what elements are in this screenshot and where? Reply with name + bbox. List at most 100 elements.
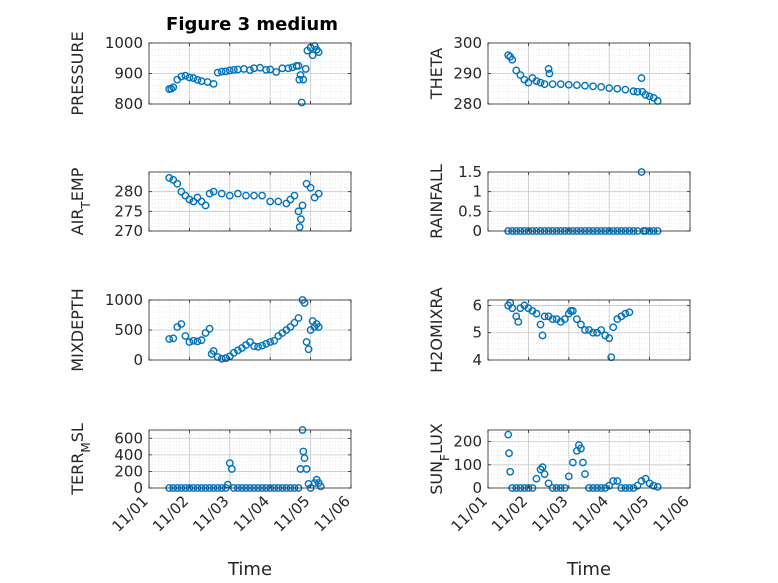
data-point [300, 454, 309, 463]
data-point [633, 87, 642, 96]
subplot-4: 0 0.51 1.5 RAINFALL [427, 163, 691, 240]
data-point [167, 84, 176, 93]
data-point [577, 444, 585, 453]
data-point [516, 71, 525, 79]
data-point [205, 324, 214, 333]
data-point [165, 173, 174, 182]
data-point [209, 347, 218, 355]
y-tick-label: 200 [453, 433, 482, 451]
data-point [185, 73, 194, 82]
data-point [613, 84, 622, 93]
data-point [589, 328, 597, 337]
axes-frame [487, 299, 691, 361]
data-point [609, 323, 618, 332]
y-tick-label: 400 [114, 446, 143, 464]
data-point [272, 68, 281, 76]
axes-background [488, 430, 690, 488]
data-point [185, 195, 194, 204]
data-point [538, 331, 547, 340]
major-grid [488, 172, 690, 231]
data-point [314, 189, 323, 198]
y-tick-label: 275 [114, 202, 143, 220]
data-point [504, 430, 513, 439]
data-point [544, 479, 553, 488]
data-point [581, 326, 589, 334]
major-grid [488, 43, 690, 104]
y-axis-label: RAINFALL [427, 164, 446, 239]
data-point [169, 175, 178, 184]
major-grid [488, 430, 690, 488]
data-point [572, 315, 581, 323]
data-point [577, 320, 585, 329]
data-point [177, 72, 186, 81]
data-point [514, 317, 523, 326]
data-point [544, 65, 553, 73]
data-point [621, 85, 630, 94]
x-axis-label: Time [227, 559, 272, 580]
data-point [536, 78, 545, 87]
data-point [532, 77, 541, 86]
data-point [209, 187, 218, 196]
data-point [536, 320, 545, 329]
data-point [314, 48, 323, 57]
data-point [254, 342, 262, 351]
data-point [258, 191, 267, 200]
y-tick-label: 1 [472, 183, 482, 201]
data-point [246, 338, 254, 346]
data-point [221, 67, 230, 76]
data-point [540, 470, 549, 478]
data-point [193, 337, 202, 346]
data-point [169, 83, 178, 92]
minor-grid [488, 300, 690, 360]
data-point [308, 51, 317, 60]
data-point [209, 79, 218, 88]
data-series [504, 51, 662, 105]
data-point [607, 353, 616, 362]
data-point [177, 187, 186, 196]
major-grid [149, 172, 351, 231]
data-series [165, 42, 323, 107]
data-point [301, 65, 310, 73]
figure-title: Figure 3 medium [166, 14, 338, 35]
data-point [560, 315, 569, 323]
data-point [637, 74, 646, 82]
data-point [540, 80, 549, 89]
data-point [298, 201, 307, 210]
data-point [217, 189, 226, 198]
data-point [286, 195, 295, 204]
minor-grid [149, 430, 351, 488]
data-point [229, 348, 238, 357]
data-point [181, 191, 190, 200]
data-point [189, 336, 198, 345]
subplot-6: 4 5 6 H2OMIXRA [427, 287, 691, 373]
axes-frame [487, 429, 691, 489]
y-tick-label: 1000 [105, 291, 143, 309]
data-point [197, 336, 206, 345]
data-point [609, 477, 618, 485]
data-point [229, 65, 238, 74]
data-point [532, 309, 541, 318]
data-point [296, 215, 305, 224]
subplot-5: 0 500 1000 MIXDEPTH [68, 288, 352, 372]
data-point [258, 341, 267, 350]
y-axis-label: MIXDEPTH [68, 288, 87, 371]
data-point [233, 346, 242, 355]
data-point [538, 463, 547, 472]
data-point [505, 449, 513, 458]
data-point [556, 80, 565, 89]
data-point [512, 66, 521, 75]
data-series [504, 430, 662, 492]
data-point [579, 458, 587, 467]
data-point [266, 338, 275, 346]
data-point [185, 338, 194, 346]
y-tick-label: 0 [133, 351, 143, 369]
data-point [221, 354, 230, 363]
data-point [508, 55, 517, 64]
data-point [548, 80, 557, 89]
data-point [284, 64, 293, 73]
data-point [568, 458, 577, 467]
y-axis-label: AIRTEMP [68, 167, 93, 235]
data-point [621, 309, 630, 318]
